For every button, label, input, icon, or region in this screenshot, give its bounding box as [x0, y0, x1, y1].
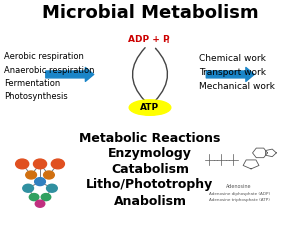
Circle shape [35, 200, 45, 207]
Circle shape [51, 159, 64, 169]
Text: ATP: ATP [140, 103, 160, 112]
Text: Fermentation: Fermentation [4, 79, 61, 88]
FancyArrowPatch shape [133, 48, 145, 100]
Circle shape [44, 171, 54, 179]
Text: Aerobic respiration: Aerobic respiration [4, 52, 84, 61]
Text: Chemical work: Chemical work [199, 54, 266, 63]
Circle shape [35, 178, 45, 186]
Text: ADP + P: ADP + P [128, 35, 169, 44]
Text: Adenosine diphosphate (ADP): Adenosine diphosphate (ADP) [208, 192, 270, 196]
Circle shape [16, 159, 29, 169]
Text: Photosynthesis: Photosynthesis [4, 92, 68, 101]
Text: Litho/Phototrophy: Litho/Phototrophy [86, 178, 214, 191]
Ellipse shape [129, 100, 171, 115]
Text: Enzymology: Enzymology [108, 148, 192, 160]
Text: Metabolic Reactions: Metabolic Reactions [79, 132, 221, 145]
Circle shape [34, 159, 46, 169]
Text: Mechanical work: Mechanical work [199, 82, 275, 91]
Text: Anabolism: Anabolism [113, 195, 187, 208]
Text: Adenosine: Adenosine [226, 184, 252, 189]
Text: i: i [166, 39, 168, 44]
Circle shape [26, 171, 37, 179]
Circle shape [41, 194, 51, 201]
Text: Adenosine triphosphate (ATP): Adenosine triphosphate (ATP) [209, 198, 270, 202]
Circle shape [46, 184, 57, 192]
Circle shape [23, 184, 34, 192]
FancyArrowPatch shape [155, 48, 167, 101]
Text: Microbial Metabolism: Microbial Metabolism [42, 4, 258, 22]
Circle shape [29, 194, 39, 201]
Text: Anaerobic respiration: Anaerobic respiration [4, 65, 95, 74]
Text: Transport work: Transport work [199, 68, 266, 77]
Text: Catabolism: Catabolism [111, 163, 189, 176]
